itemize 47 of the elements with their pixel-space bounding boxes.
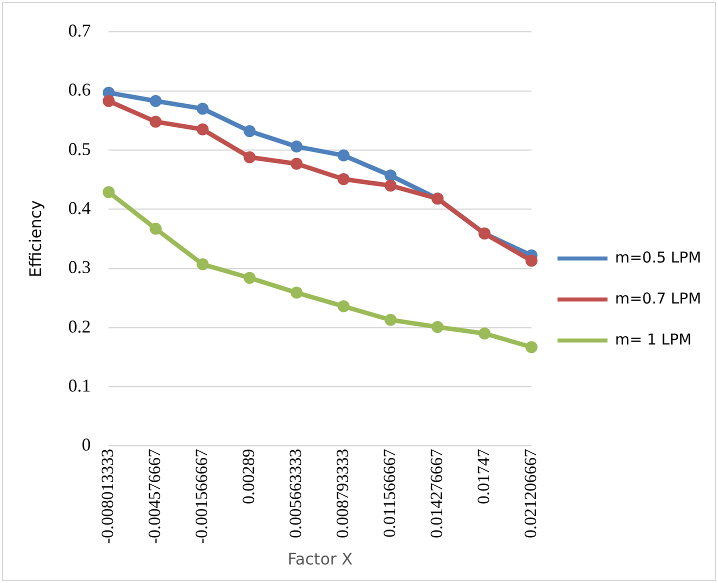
x-tick-label: -0.004576667 [145,448,164,544]
point [244,151,256,164]
point [338,173,350,186]
point [290,158,303,170]
point [244,125,256,138]
y-tick-label: 0.1 [68,375,91,396]
point [384,180,397,192]
x-tick-label: 0.014276667 [427,448,446,538]
legend-label: m=0.7 LPM [615,289,702,308]
x-tick-label: 0.011566667 [380,448,400,538]
x-tick-label: -0.001566667 [192,448,212,544]
point [150,222,162,235]
point [102,186,115,198]
y-tick-label: 0.5 [68,138,91,159]
x-tick-label: -0.008013333 [98,448,118,544]
point [290,140,303,153]
y-tick-label: 0.7 [68,20,91,41]
point [432,320,444,333]
point [384,170,397,182]
point [196,258,209,270]
point [338,149,350,162]
point [526,341,538,354]
point [244,272,256,284]
point [196,123,209,136]
y-tick-label: 0 [82,434,91,455]
y-tick-label: 0.2 [68,316,91,336]
y-tick-label: 0.6 [68,80,91,100]
x-tick-label: 0.01747 [474,448,493,504]
x-tick-label: 0.00289 [239,448,258,504]
point [102,95,115,108]
point [478,327,491,340]
point [338,300,350,312]
x-tick-label: 0.005663333 [286,448,306,538]
point [526,254,538,267]
legend-label: m= 1 LPM [615,330,692,348]
x-tick-label: 0.008793333 [333,448,352,538]
x-axis-title: Factor X [288,550,353,569]
point [290,286,303,299]
point [150,95,162,108]
point [150,116,162,128]
point [196,102,209,115]
y-axis-title: Efficiency [26,200,45,278]
legend-label: m=0.5 LPM [615,248,702,266]
y-tick-label: 0.4 [68,198,91,218]
x-tick-label: 0.021206667 [520,448,540,538]
y-tick-label: 0.3 [68,257,91,278]
point [384,314,397,326]
